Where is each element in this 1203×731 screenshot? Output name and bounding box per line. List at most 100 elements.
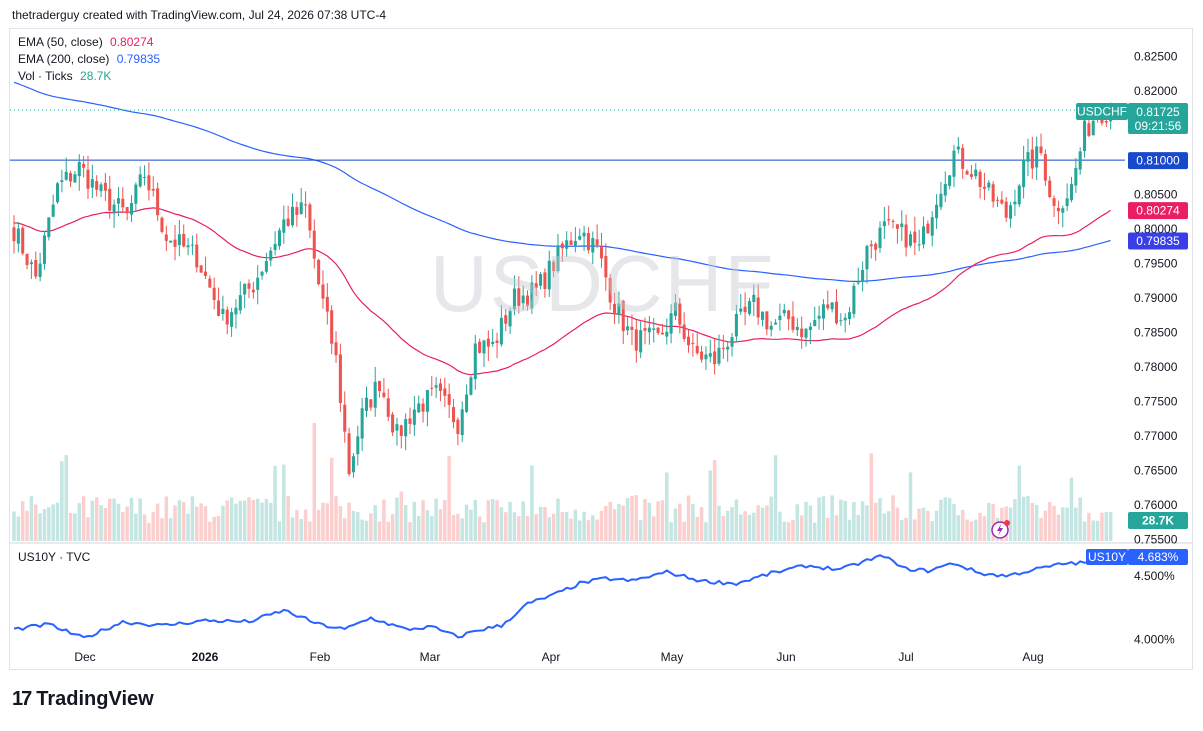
candle-body — [273, 243, 277, 251]
candle-body — [813, 320, 817, 327]
volume-bar — [399, 491, 404, 541]
volume-bar — [447, 455, 451, 541]
volume-bar — [299, 519, 303, 541]
volume-bar — [186, 513, 190, 541]
volume-bar — [974, 519, 978, 541]
volume-bar — [103, 507, 108, 541]
candle-body — [839, 320, 843, 322]
volume-bar — [908, 472, 913, 541]
volume-bar — [508, 501, 512, 541]
candle-body — [195, 244, 199, 268]
candle-body — [134, 184, 138, 204]
ema200-badge[interactable]: 0.79835 — [1136, 234, 1180, 248]
candle-body — [882, 221, 886, 227]
candle-body — [417, 403, 421, 413]
legend-ema200[interactable]: EMA (200, close) 0.79835 — [18, 51, 160, 68]
candle-body — [808, 326, 812, 331]
candle-body — [129, 203, 134, 215]
legend-volume[interactable]: Vol · Ticks 28.7K — [18, 68, 160, 85]
volume-bar — [34, 504, 38, 541]
volume-bar — [464, 504, 469, 541]
candle-body — [282, 219, 286, 233]
candle-body — [465, 394, 469, 412]
candle-body — [430, 387, 434, 389]
candle-body — [486, 338, 490, 347]
ema50-badge[interactable]: 0.80274 — [1136, 204, 1180, 218]
volume-bar — [752, 512, 756, 541]
candle-body — [69, 173, 73, 182]
volume-bar — [538, 506, 543, 541]
tradingview-logo[interactable]: 17 TradingView — [12, 688, 154, 711]
volume-badge[interactable]: 28.7K — [1142, 514, 1174, 528]
candle-body — [795, 326, 799, 331]
candle-body — [447, 394, 451, 405]
candle-body — [312, 230, 316, 259]
volume-bar — [147, 522, 151, 541]
candle-body — [539, 274, 543, 286]
volume-bar — [821, 496, 826, 541]
volume-bar — [1013, 499, 1017, 541]
volume-bar — [290, 517, 295, 541]
candle-body — [77, 161, 81, 177]
candle-body — [595, 239, 599, 245]
sub-legend[interactable]: US10Y · TVC — [18, 549, 90, 566]
volume-bar — [151, 511, 155, 541]
time-axis-label: May — [661, 650, 684, 664]
volume-bar — [438, 509, 443, 541]
volume-bar — [351, 510, 356, 541]
candle-body — [177, 234, 181, 246]
candle-body — [42, 235, 46, 264]
candle-body — [821, 304, 825, 319]
legend-ema50[interactable]: EMA (50, close) 0.80274 — [18, 34, 160, 51]
volume-bar — [934, 510, 939, 541]
candle-body — [608, 277, 612, 303]
volume-bar — [360, 519, 364, 541]
candle-body — [151, 188, 155, 191]
volume-bar — [839, 499, 843, 541]
symbol-badge[interactable]: USDCHF — [1077, 105, 1127, 119]
volume-badge-bg — [1128, 512, 1188, 529]
level-badge[interactable]: 0.81000 — [1136, 154, 1180, 168]
candle-body — [121, 198, 125, 208]
candle-body — [569, 240, 573, 246]
candle-body — [1039, 146, 1043, 153]
candle-body — [286, 218, 290, 226]
last-price-badge[interactable]: 0.81725 — [1136, 105, 1180, 119]
candle-body — [395, 424, 399, 431]
candle-body — [573, 240, 577, 246]
volume-bar — [704, 522, 708, 541]
legend-ema200-label: EMA (200, close) — [18, 52, 110, 66]
candle-body — [399, 425, 403, 436]
candle-body — [613, 304, 617, 315]
candle-body — [495, 340, 499, 344]
volume-bar — [286, 496, 290, 541]
volume-bar — [173, 505, 177, 541]
candle-body — [90, 179, 94, 188]
us10y-symbol-badge[interactable]: US10Y — [1088, 550, 1126, 564]
candle-body — [869, 244, 873, 247]
candle-body — [112, 204, 116, 214]
candle-body — [156, 188, 160, 216]
candle-body — [743, 306, 747, 313]
volume-bar — [943, 497, 948, 541]
volume-bar — [229, 497, 234, 541]
volume-bar — [434, 498, 438, 541]
volume-bar — [338, 506, 343, 541]
volume-bar — [251, 499, 256, 541]
volume-bar — [647, 502, 652, 541]
candle-body — [438, 383, 442, 391]
candle-body — [343, 404, 347, 432]
candle-body — [717, 347, 721, 364]
candle-body — [660, 332, 664, 335]
candle-body — [243, 283, 247, 295]
candle-body — [843, 317, 847, 321]
time-axis-label: 2026 — [192, 650, 219, 664]
volume-bar — [952, 503, 956, 541]
volume-bar — [282, 464, 286, 541]
volume-bar — [177, 500, 182, 541]
candle-body — [961, 147, 965, 169]
volume-bar — [612, 509, 617, 541]
candle-body — [791, 316, 795, 330]
us10y-value-badge[interactable]: 4.683% — [1138, 550, 1179, 564]
